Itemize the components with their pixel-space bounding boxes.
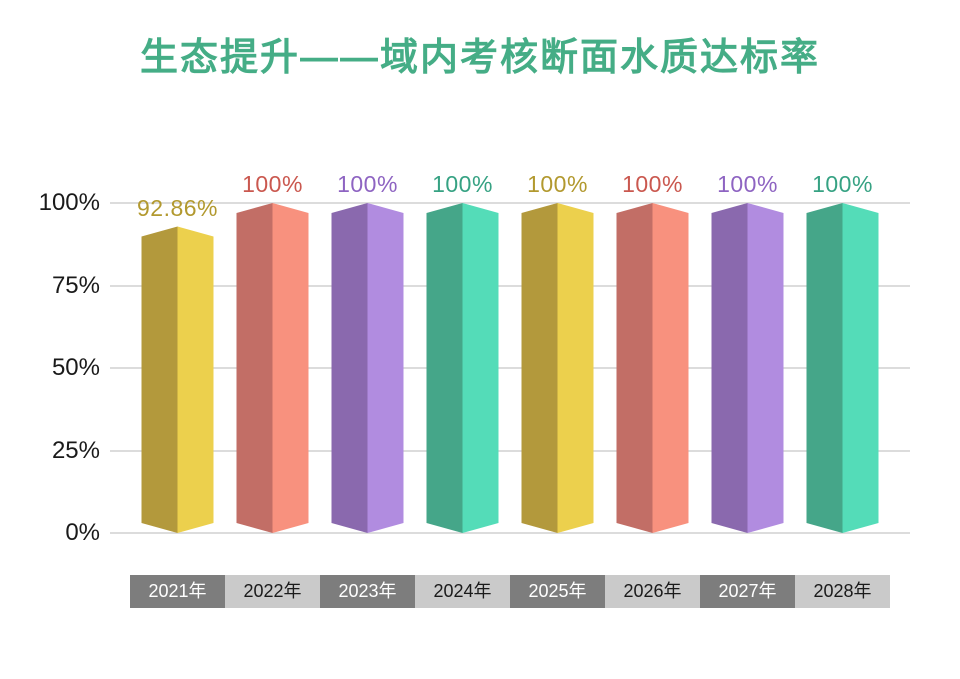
bar bbox=[616, 203, 689, 533]
x-axis-label: 2024年 bbox=[415, 575, 510, 608]
bar-face bbox=[331, 203, 368, 533]
chart-title: 生态提升——域内考核断面水质达标率 bbox=[139, 37, 820, 79]
x-axis-label: 2027年 bbox=[700, 575, 795, 608]
bar-face bbox=[177, 226, 214, 533]
gridline bbox=[110, 367, 910, 369]
bar-value-label: 100% bbox=[432, 171, 493, 197]
bar-face bbox=[236, 203, 273, 533]
bar-face bbox=[711, 203, 748, 533]
bar bbox=[141, 226, 214, 533]
bar-value-label: 100% bbox=[337, 171, 398, 197]
y-axis-label: 50% bbox=[51, 354, 100, 381]
bar-value-label: 100% bbox=[242, 171, 303, 197]
bar-face bbox=[842, 203, 879, 533]
bar-face bbox=[462, 203, 499, 533]
bar bbox=[806, 203, 879, 533]
bar bbox=[236, 203, 309, 533]
bar-face bbox=[557, 203, 594, 533]
bar-face bbox=[426, 203, 463, 533]
bar-face bbox=[521, 203, 558, 533]
x-axis-label: 2025年 bbox=[510, 575, 605, 608]
x-axis-label: 2028年 bbox=[795, 575, 890, 608]
gridline bbox=[110, 449, 910, 452]
y-axis-label: 25% bbox=[51, 436, 100, 464]
gridline bbox=[110, 532, 910, 534]
bar-face bbox=[652, 203, 689, 533]
bar-face bbox=[747, 203, 784, 533]
x-axis-label: 2026年 bbox=[605, 575, 700, 608]
bar-value-label: 100% bbox=[622, 171, 683, 197]
x-axis-label: 2023年 bbox=[320, 575, 415, 608]
gridline bbox=[110, 284, 910, 287]
bar bbox=[331, 203, 404, 533]
bar-value-label: 92.86% bbox=[136, 194, 218, 221]
bar-value-label: 100% bbox=[527, 171, 588, 197]
bar bbox=[426, 203, 499, 533]
gridline bbox=[110, 202, 910, 204]
bar-face bbox=[141, 226, 178, 533]
y-axis-label: 100% bbox=[38, 189, 100, 216]
bar bbox=[521, 203, 594, 533]
x-axis-label: 2021年 bbox=[130, 575, 225, 608]
bar-face bbox=[806, 203, 843, 533]
bar-value-label: 100% bbox=[812, 171, 873, 197]
y-axis-label: 75% bbox=[51, 271, 100, 299]
bar-face bbox=[272, 203, 309, 533]
bar-value-label: 100% bbox=[717, 171, 778, 197]
bar-face bbox=[616, 203, 653, 533]
x-axis-label: 2022年 bbox=[225, 575, 320, 608]
bar bbox=[711, 203, 784, 533]
y-axis-label: 0% bbox=[65, 519, 100, 546]
bar-face bbox=[367, 203, 404, 533]
